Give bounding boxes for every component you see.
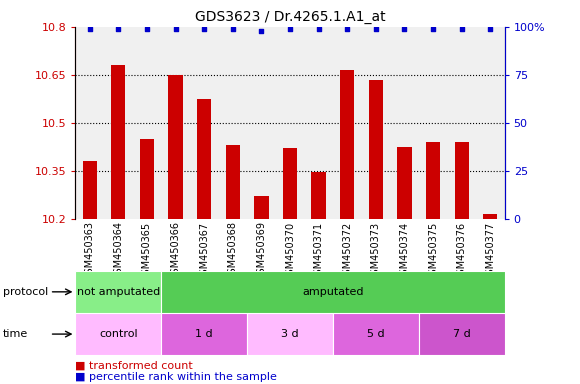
Text: not amputated: not amputated [77,287,160,297]
Text: ■ transformed count: ■ transformed count [75,361,193,371]
Bar [455,142,469,219]
Text: GSM450374: GSM450374 [400,222,409,281]
Point [457,26,466,32]
Bar [426,142,440,219]
Text: GSM450377: GSM450377 [485,222,495,281]
Point [171,26,180,32]
Text: 1 d: 1 d [195,329,213,339]
Point [429,26,438,32]
Text: 5 d: 5 d [367,329,385,339]
Text: control: control [99,329,137,339]
Bar [483,214,498,219]
Text: GSM450375: GSM450375 [428,222,438,281]
Text: GSM450367: GSM450367 [199,222,209,281]
Bar [75,313,161,355]
Point [314,26,323,32]
Point [485,26,495,32]
Text: ■ percentile rank within the sample: ■ percentile rank within the sample [75,372,277,382]
Bar [226,145,240,219]
Text: GSM450370: GSM450370 [285,222,295,281]
Point [400,26,409,32]
Bar [75,271,161,313]
Text: GSM450369: GSM450369 [256,222,266,280]
Bar [197,99,211,219]
Bar [397,147,412,219]
Bar [247,313,333,355]
Bar [168,75,183,219]
Bar [311,172,326,219]
Text: time: time [3,329,28,339]
Text: GSM450372: GSM450372 [342,222,352,281]
Text: protocol: protocol [3,287,48,297]
Bar [283,149,297,219]
Text: 7 d: 7 d [453,329,470,339]
Bar [419,313,505,355]
Bar [161,271,505,313]
Point [257,28,266,34]
Point [228,26,237,32]
Bar [254,197,269,219]
Text: GSM450371: GSM450371 [314,222,324,281]
Text: GSM450363: GSM450363 [85,222,95,280]
Point [371,26,380,32]
Bar [140,139,154,219]
Text: GSM450373: GSM450373 [371,222,381,281]
Bar [369,79,383,219]
Text: amputated: amputated [302,287,364,297]
Text: 3 d: 3 d [281,329,299,339]
Bar [111,65,125,219]
Point [85,26,95,32]
Point [142,26,151,32]
Text: GSM450376: GSM450376 [456,222,467,281]
Text: GSM450364: GSM450364 [113,222,124,280]
Text: GSM450368: GSM450368 [228,222,238,280]
Bar [161,313,247,355]
Title: GDS3623 / Dr.4265.1.A1_at: GDS3623 / Dr.4265.1.A1_at [195,10,385,25]
Text: GSM450366: GSM450366 [171,222,180,280]
Bar [340,70,354,219]
Text: GSM450365: GSM450365 [142,222,152,281]
Bar [82,161,97,219]
Point [285,26,295,32]
Bar [333,313,419,355]
Point [343,26,352,32]
Point [114,26,123,32]
Point [200,26,209,32]
